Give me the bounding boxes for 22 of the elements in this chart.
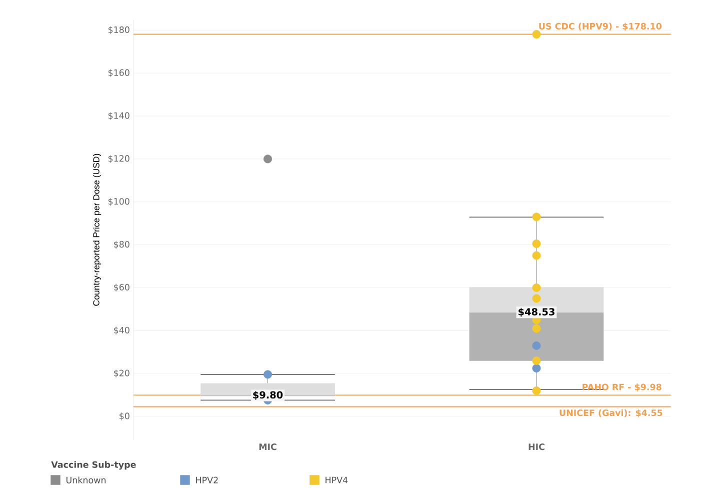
y-tick-label: $120 — [108, 155, 130, 164]
x-tick-label: MIC — [259, 444, 276, 450]
legend-title: Vaccine Sub-type — [51, 461, 136, 470]
legend-label: HPV4 — [326, 476, 348, 484]
y-tick-label: $180 — [108, 26, 130, 34]
y-tick-label: $140 — [108, 112, 130, 120]
x-tick-label: HIC — [528, 444, 544, 450]
y-tick-label: $160 — [108, 69, 130, 78]
y-tick-label: $20 — [114, 370, 130, 378]
annotation: $9.80 — [253, 391, 283, 400]
annotation: $48.53 — [518, 308, 554, 317]
y-tick-label: $60 — [114, 284, 130, 292]
ref-line-label: PAHO RF - $9.98 — [582, 384, 662, 392]
ref-line-label: US CDC (HPV9) - $178.10 — [539, 22, 662, 31]
y-tick-label: $0 — [120, 412, 130, 421]
ref-line-label: UNICEF (Gavi): $4.55 — [560, 409, 662, 418]
legend-label: Unknown — [66, 476, 106, 484]
legend-label: HPV2 — [196, 476, 218, 484]
y-tick-label: $80 — [114, 240, 130, 249]
y-axis-title: Country-reported Price per Dose (USD) — [92, 154, 102, 306]
y-tick-label: $40 — [114, 326, 130, 335]
y-tick-label: $100 — [108, 198, 130, 206]
